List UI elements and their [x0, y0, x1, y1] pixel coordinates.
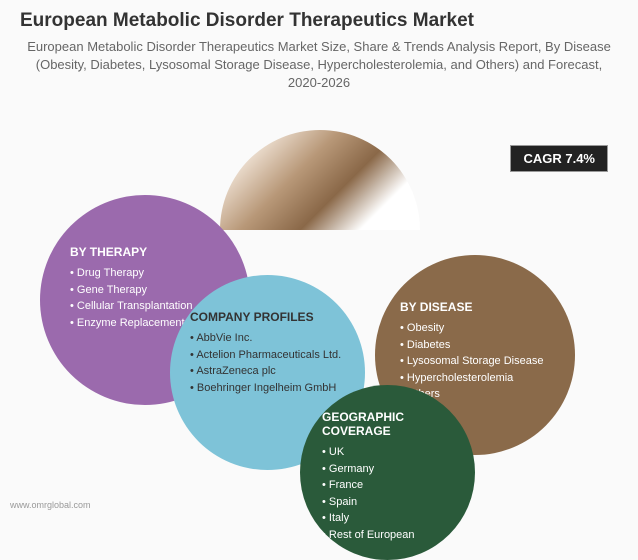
list-item: Lysosomal Storage Disease [400, 353, 555, 370]
geo-bubble: GEOGRAPHIC COVERAGE UK Germany France Sp… [300, 385, 475, 560]
list-item: Italy [322, 510, 455, 527]
list-item: Rest of European [322, 527, 455, 544]
page-title: European Metabolic Disorder Therapeutics… [20, 10, 618, 32]
list-item: Drug Therapy [70, 265, 230, 282]
geo-title: GEOGRAPHIC COVERAGE [322, 410, 455, 438]
company-list: AbbVie Inc. Actelion Pharmaceuticals Ltd… [190, 330, 345, 396]
list-item: AstraZeneca plc [190, 363, 345, 380]
disease-list: Obesity Diabetes Lysosomal Storage Disea… [400, 320, 555, 403]
list-item: Obesity [400, 320, 555, 337]
company-title: COMPANY PROFILES [190, 310, 345, 324]
list-item: Hypercholesterolemia [400, 370, 555, 387]
list-item: Germany [322, 461, 455, 478]
list-item: UK [322, 444, 455, 461]
geo-list: UK Germany France Spain Italy Rest of Eu… [322, 444, 455, 543]
list-item: Boehringer Ingelheim GmbH [190, 380, 345, 397]
page-subtitle: European Metabolic Disorder Therapeutics… [20, 38, 618, 93]
hero-image [220, 130, 420, 230]
list-item: Actelion Pharmaceuticals Ltd. [190, 347, 345, 364]
header: European Metabolic Disorder Therapeutics… [0, 0, 638, 98]
therapy-title: BY THERAPY [70, 245, 230, 259]
cagr-badge: CAGR 7.4% [510, 145, 608, 172]
list-item: France [322, 477, 455, 494]
list-item: Spain [322, 494, 455, 511]
list-item: Diabetes [400, 337, 555, 354]
disease-title: BY DISEASE [400, 300, 555, 314]
list-item: AbbVie Inc. [190, 330, 345, 347]
footer-url: www.omrglobal.com [10, 500, 91, 510]
